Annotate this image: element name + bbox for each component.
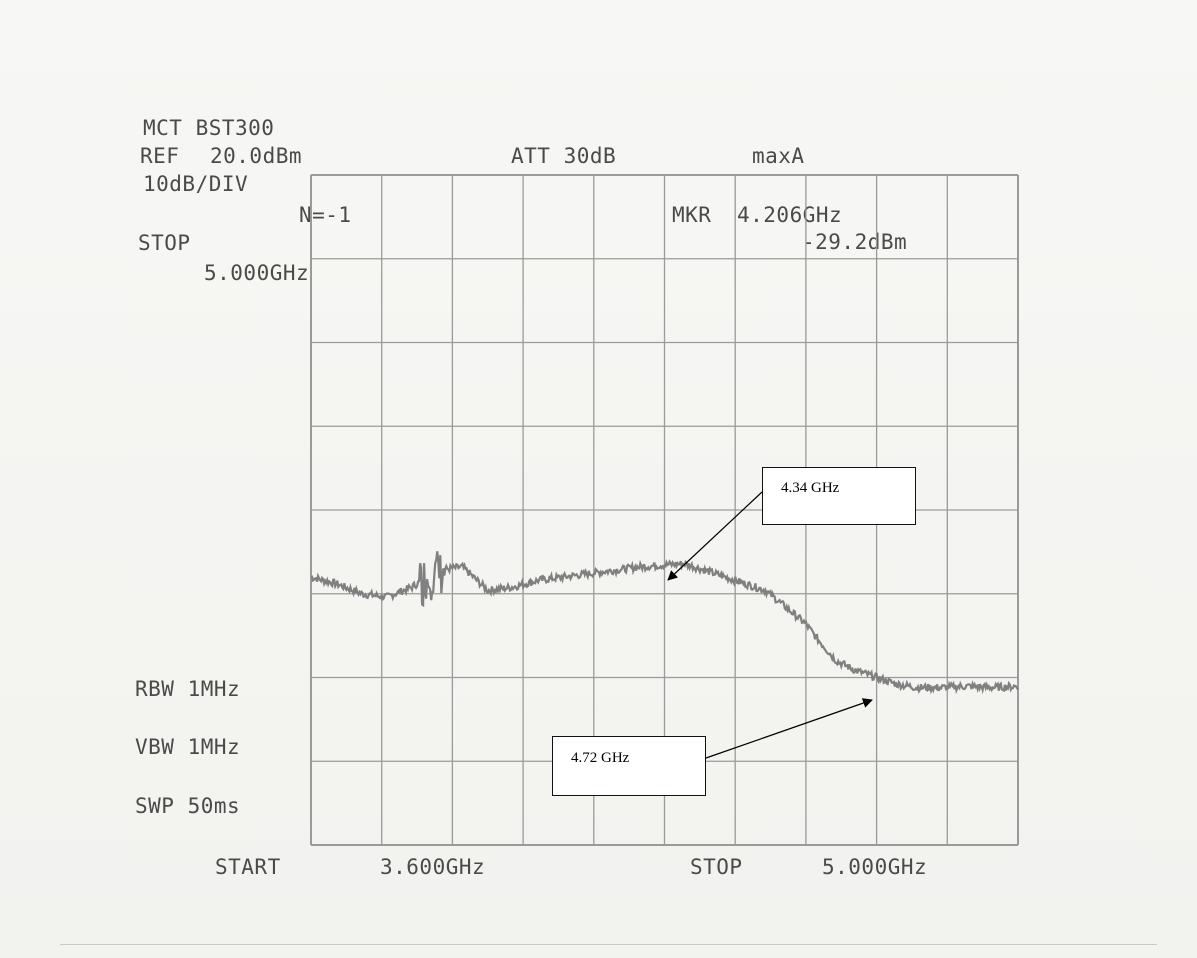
trace-mode: maxA [752, 144, 805, 168]
vertical-scale: 10dB/DIV [143, 172, 249, 196]
annotation-label-peak: 4.34 GHz [781, 480, 840, 496]
start-label: START [215, 855, 281, 879]
start-frequency: 3.600GHz [380, 855, 486, 879]
page-edge-line [60, 944, 1157, 945]
ref-level: 20.0dBm [210, 144, 303, 168]
attenuation: ATT 30dB [511, 144, 617, 168]
vbw-setting: VBW 1MHz [135, 735, 241, 759]
annotation-box-edge: 4.72 GHz [552, 736, 706, 796]
stop-frequency: 5.000GHz [204, 261, 310, 285]
graticule [310, 174, 1019, 846]
footer-stop-frequency: 5.000GHz [822, 855, 928, 879]
annotation-label-edge: 4.72 GHz [571, 750, 630, 766]
marker-level: -29.2dBm [802, 230, 908, 254]
annotation-arrow-1 [667, 491, 763, 581]
marker-label: MKR [672, 203, 712, 227]
annotation-box-peak: 4.34 GHz [762, 467, 916, 525]
ref-label: REF [140, 144, 180, 168]
stop-label: STOP [138, 231, 191, 255]
footer-stop-label: STOP [690, 855, 743, 879]
sweep-setting: SWP 50ms [135, 794, 241, 818]
rbw-setting: RBW 1MHz [135, 677, 241, 701]
marker-frequency: 4.206GHz [737, 203, 843, 227]
n-indicator: N=-1 [299, 203, 352, 227]
instrument-model: MCT BST300 [143, 116, 275, 140]
annotation-arrow-2 [705, 698, 873, 759]
spectrum-trace [310, 551, 1019, 695]
